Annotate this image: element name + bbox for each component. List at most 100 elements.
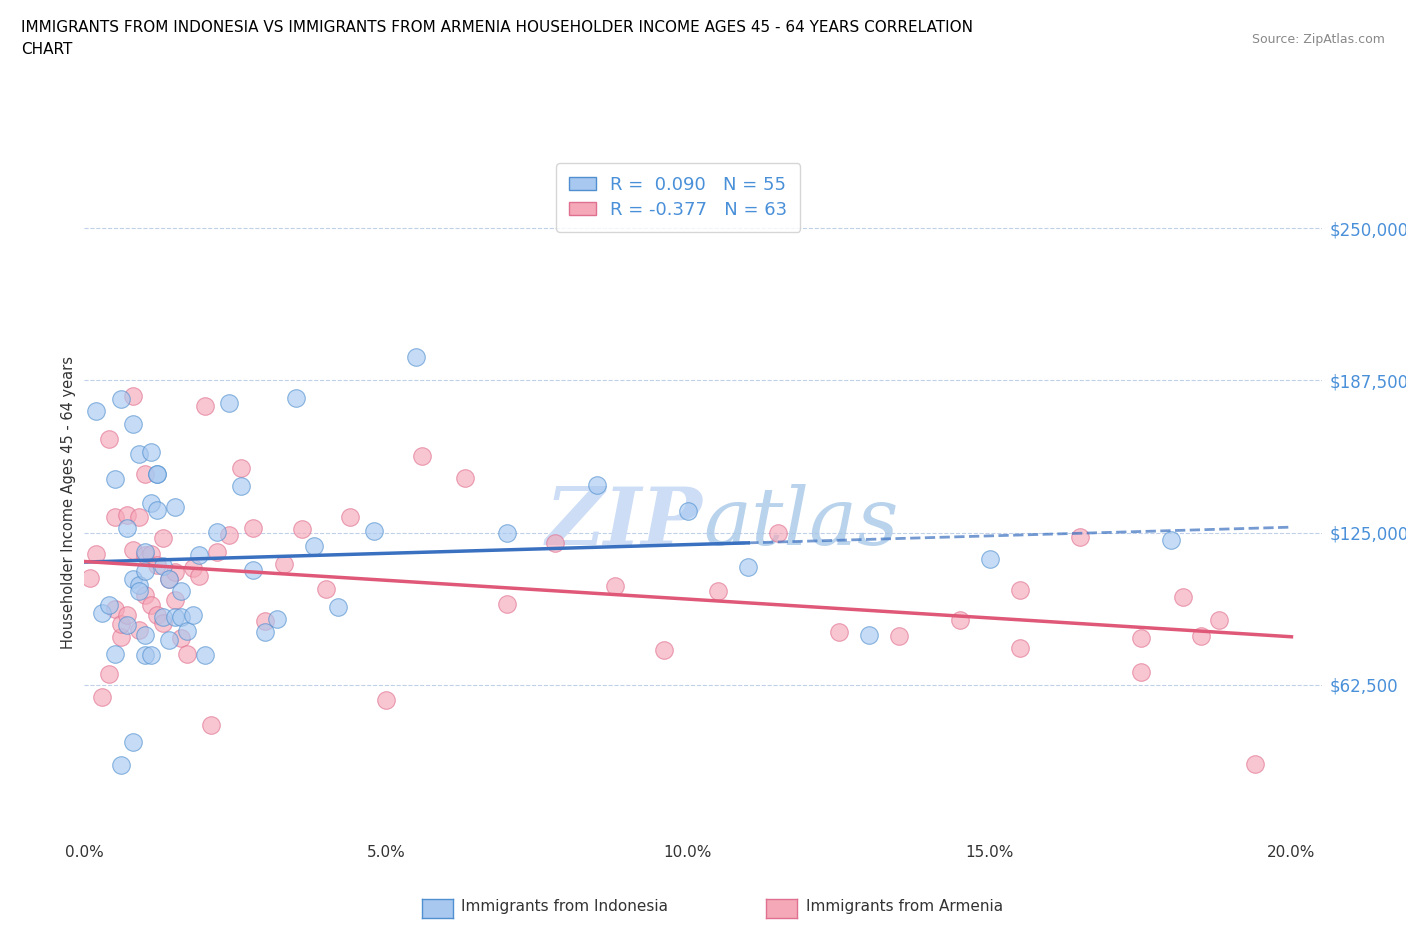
Point — [152, 609, 174, 624]
Point — [121, 417, 143, 432]
Point — [176, 623, 198, 638]
Point — [115, 508, 138, 523]
Point — [157, 632, 180, 647]
Point — [103, 510, 125, 525]
Point — [339, 509, 361, 524]
Point — [1189, 629, 1212, 644]
Point — [676, 503, 699, 518]
Point — [375, 692, 398, 707]
Point — [110, 757, 132, 772]
Point — [128, 578, 150, 592]
Point — [707, 583, 730, 598]
Point — [188, 569, 211, 584]
Point — [121, 389, 143, 404]
Point — [134, 628, 156, 643]
Point — [1244, 757, 1267, 772]
Point — [411, 449, 433, 464]
Point — [1069, 529, 1091, 544]
Point — [242, 562, 264, 577]
Point — [128, 583, 150, 598]
Point — [79, 571, 101, 586]
Point — [163, 592, 186, 607]
Point — [495, 525, 517, 540]
Point — [115, 520, 138, 535]
Point — [128, 509, 150, 524]
Point — [139, 647, 162, 662]
Point — [97, 597, 120, 612]
Point — [231, 478, 253, 493]
Point — [586, 477, 609, 492]
Point — [605, 578, 627, 593]
Point — [242, 520, 264, 535]
Point — [326, 600, 349, 615]
Point — [91, 605, 114, 620]
Point — [152, 530, 174, 545]
Text: IMMIGRANTS FROM INDONESIA VS IMMIGRANTS FROM ARMENIA HOUSEHOLDER INCOME AGES 45 : IMMIGRANTS FROM INDONESIA VS IMMIGRANTS … — [21, 20, 973, 35]
Text: Immigrants from Indonesia: Immigrants from Indonesia — [461, 899, 668, 914]
Point — [495, 596, 517, 611]
Text: Source: ZipAtlas.com: Source: ZipAtlas.com — [1251, 33, 1385, 46]
Point — [1129, 631, 1152, 645]
Point — [652, 642, 675, 657]
Y-axis label: Householder Income Ages 45 - 64 years: Householder Income Ages 45 - 64 years — [60, 355, 76, 649]
Point — [302, 538, 325, 553]
Point — [453, 470, 475, 485]
Point — [544, 536, 567, 551]
Point — [315, 581, 337, 596]
Point — [218, 395, 240, 410]
Text: ZIP: ZIP — [546, 484, 703, 561]
Text: Immigrants from Armenia: Immigrants from Armenia — [806, 899, 1002, 914]
Point — [139, 546, 162, 561]
Point — [146, 467, 169, 482]
Point — [181, 561, 204, 576]
Point — [363, 524, 385, 538]
Point — [103, 602, 125, 617]
Point — [157, 571, 180, 586]
Point — [121, 571, 143, 586]
Point — [128, 622, 150, 637]
Point — [163, 610, 186, 625]
Legend: R =  0.090   N = 55, R = -0.377   N = 63: R = 0.090 N = 55, R = -0.377 N = 63 — [557, 163, 800, 232]
Point — [284, 391, 307, 405]
Point — [828, 625, 851, 640]
Text: atlas: atlas — [703, 484, 898, 561]
Point — [254, 613, 277, 628]
Point — [163, 499, 186, 514]
Point — [134, 587, 156, 602]
Point — [86, 547, 108, 562]
Point — [134, 548, 156, 563]
Point — [205, 525, 228, 539]
Point — [1171, 590, 1194, 604]
Point — [188, 548, 211, 563]
Point — [768, 525, 790, 540]
Point — [170, 631, 193, 645]
Point — [97, 432, 120, 446]
Point — [218, 527, 240, 542]
Point — [139, 496, 162, 511]
Point — [146, 558, 169, 573]
Point — [1008, 582, 1031, 597]
Point — [273, 557, 295, 572]
Point — [121, 542, 143, 557]
Point — [128, 446, 150, 461]
Point — [205, 544, 228, 559]
Point — [121, 735, 143, 750]
Point — [110, 617, 132, 631]
Point — [115, 607, 138, 622]
Point — [170, 609, 193, 624]
Point — [146, 607, 169, 622]
Point — [979, 551, 1001, 566]
Point — [231, 460, 253, 475]
Point — [134, 545, 156, 560]
Point — [1160, 533, 1182, 548]
Point — [948, 613, 970, 628]
Point — [134, 466, 156, 481]
Point — [737, 560, 759, 575]
Point — [858, 628, 880, 643]
Point — [146, 467, 169, 482]
Point — [889, 629, 911, 644]
Point — [139, 598, 162, 613]
Point — [91, 689, 114, 704]
Point — [405, 350, 427, 365]
Point — [110, 392, 132, 406]
